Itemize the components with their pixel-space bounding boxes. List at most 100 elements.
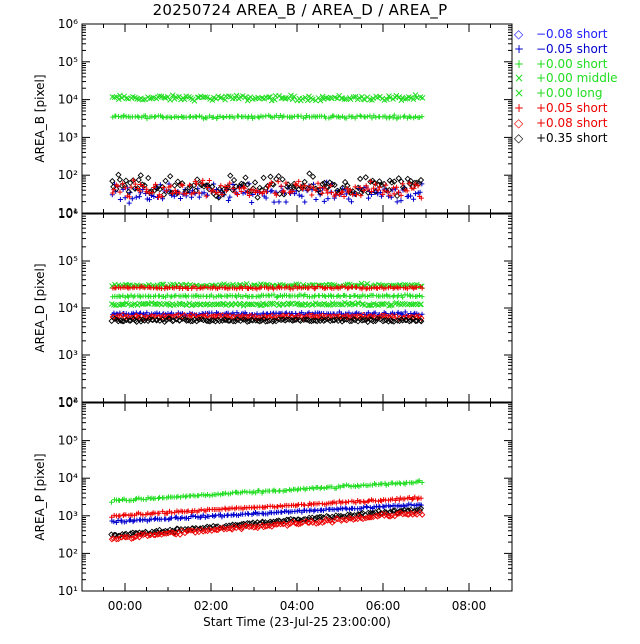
- data-point: [417, 176, 425, 184]
- data-point: [278, 183, 284, 189]
- data-point: [380, 191, 386, 197]
- data-point: [132, 181, 138, 187]
- y-tick-label: 10⁴: [58, 471, 78, 485]
- data-point: [108, 536, 116, 543]
- data-point: [346, 113, 352, 119]
- data-point: [195, 316, 203, 323]
- data-point: [148, 188, 155, 195]
- data-point: [411, 185, 417, 191]
- data-point: [387, 94, 393, 101]
- data-point: [259, 522, 266, 529]
- data-point: [267, 94, 273, 100]
- data-point: [245, 510, 251, 516]
- data-point: [361, 482, 367, 488]
- data-point: [118, 182, 126, 189]
- data-point: [268, 188, 274, 194]
- data-point: [178, 527, 186, 534]
- data-point: [369, 285, 375, 291]
- data-point: [320, 508, 326, 514]
- data-point: [229, 318, 237, 325]
- legend-item: × +0.00 middle: [514, 71, 618, 86]
- data-point: [348, 293, 354, 299]
- data-point: [363, 183, 369, 189]
- data-point: [333, 515, 340, 522]
- x-axis-label: Start Time (23-Jul-25 23:00:00): [203, 615, 391, 629]
- data-point: [174, 178, 181, 185]
- data-point: [116, 176, 124, 183]
- data-point: [264, 301, 270, 308]
- data-point: [218, 183, 224, 189]
- data-point: [337, 114, 343, 120]
- data-point: [383, 482, 389, 488]
- data-point: [227, 491, 233, 497]
- data-point: [397, 509, 404, 516]
- data-point: [269, 188, 275, 194]
- data-point: [230, 490, 236, 496]
- data-point: [287, 301, 294, 307]
- data-point: [144, 310, 150, 316]
- data-point: [198, 507, 204, 513]
- data-point: [288, 92, 294, 99]
- data-point: [204, 115, 210, 121]
- data-point: [136, 495, 142, 501]
- data-point: [358, 483, 364, 489]
- data-point: [319, 180, 326, 188]
- data-point: [412, 317, 419, 325]
- data-point: [224, 183, 232, 190]
- data-point: [415, 183, 421, 189]
- data-point: [292, 520, 299, 527]
- data-point: [161, 318, 168, 326]
- data-point: [238, 189, 244, 195]
- data-point: [372, 317, 379, 325]
- data-point: [418, 495, 424, 501]
- data-point: [402, 317, 409, 324]
- data-point: [297, 317, 304, 324]
- data-point: [323, 187, 329, 193]
- data-point: [294, 182, 300, 188]
- data-point: [402, 309, 408, 315]
- legend-label: +0.00 middle: [536, 71, 618, 86]
- data-point: [209, 301, 215, 308]
- data-point: [126, 200, 132, 206]
- data-point: [331, 285, 337, 291]
- data-point: [379, 481, 385, 487]
- data-point: [357, 113, 363, 119]
- y-tick-label: 10³: [58, 509, 78, 523]
- data-point: [176, 93, 182, 100]
- data-point: [159, 193, 165, 199]
- data-point: [204, 94, 211, 101]
- data-point: [140, 517, 146, 523]
- data-point: [402, 113, 408, 119]
- data-point: [183, 494, 189, 500]
- data-point: [357, 175, 364, 183]
- data-point: [131, 185, 139, 192]
- data-point: [306, 285, 312, 291]
- data-point: [290, 188, 296, 194]
- data-point: [203, 312, 211, 319]
- data-point: [167, 173, 174, 180]
- data-point: [358, 193, 364, 199]
- data-point: [225, 293, 231, 299]
- data-point: [348, 199, 354, 205]
- data-point: [214, 526, 222, 534]
- data-point: [242, 174, 249, 181]
- data-point: [301, 115, 307, 121]
- data-point: [117, 196, 123, 202]
- data-point: [404, 175, 411, 182]
- data-point: [419, 294, 425, 300]
- data-point: [313, 187, 319, 193]
- data-point: [266, 184, 272, 190]
- data-point: [409, 511, 416, 518]
- data-point: [338, 301, 344, 308]
- data-point: [344, 186, 350, 192]
- data-point: [156, 495, 162, 501]
- data-point: [406, 318, 413, 325]
- data-point: [407, 506, 414, 513]
- data-point: [275, 504, 281, 510]
- data-point: [256, 520, 264, 527]
- data-point: [385, 189, 391, 195]
- data-point: [302, 316, 310, 323]
- data-point: [225, 184, 231, 190]
- data-point: [325, 196, 331, 202]
- data-point: [414, 293, 420, 299]
